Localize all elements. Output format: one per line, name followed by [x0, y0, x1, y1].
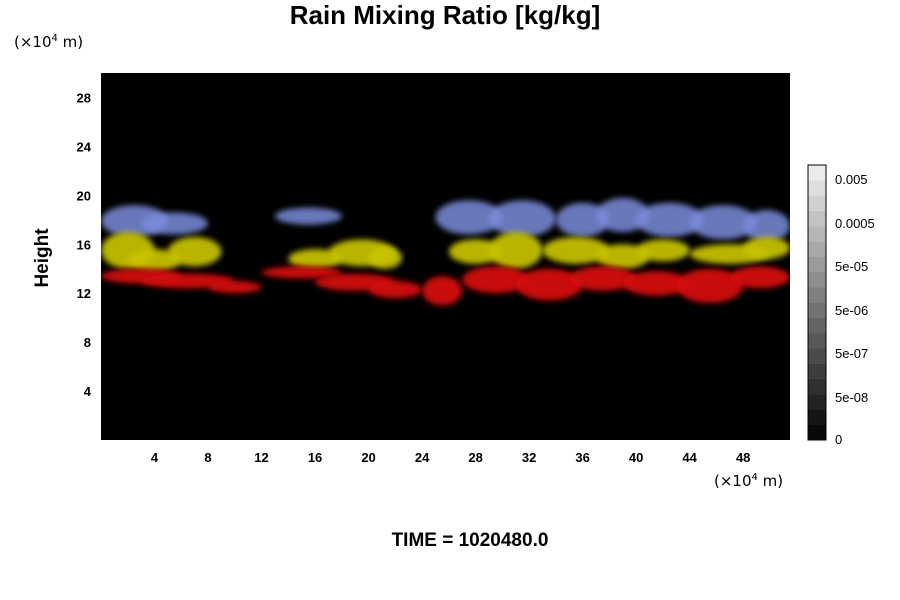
time-label: TIME = 1020480.0	[391, 530, 549, 551]
colorbar-frame	[807, 164, 827, 441]
colorbar-segment	[808, 378, 826, 395]
yellow-cloud-blob	[368, 246, 403, 269]
blue-cloud-blob	[141, 212, 209, 235]
yellow-cloud-blob	[636, 239, 690, 262]
colorbar-segment	[808, 287, 826, 303]
colorbar-segment	[808, 424, 826, 441]
colorbar-label: 0.0005	[835, 216, 875, 231]
colorbar-segment	[808, 210, 826, 227]
yellow-cloud-blob	[743, 236, 790, 259]
red-cloud-blob	[462, 266, 530, 294]
colorbar-label: 0	[835, 432, 842, 447]
blue-cloud-blob	[435, 200, 503, 235]
colorbar-segment	[808, 271, 826, 288]
blue-cloud-blob	[743, 210, 790, 242]
yellow-cloud-blob	[448, 239, 503, 264]
blue-cloud-blob	[274, 207, 342, 225]
colorbar-segment	[808, 317, 826, 334]
colorbar-segment	[808, 165, 826, 181]
colorbar-label: 5e-06	[835, 303, 868, 318]
red-cloud-blob	[676, 268, 744, 303]
y-axis-unit: (×104 m)	[14, 33, 84, 51]
colorbar-segment	[808, 363, 826, 380]
colorbar-segment	[808, 333, 826, 349]
red-cloud-blob	[569, 266, 637, 291]
blue-cloud-blob	[596, 197, 650, 233]
red-cloud-blob	[622, 271, 690, 296]
colorbar-segment	[808, 195, 826, 212]
colorbar-segment	[808, 302, 826, 319]
yellow-cloud-blob	[488, 232, 543, 269]
y-tick-label: 16	[77, 237, 91, 252]
x-tick-label: 20	[361, 450, 375, 465]
red-cloud-blob	[515, 268, 583, 301]
rain-field	[101, 197, 790, 306]
colorbar-label: 5e-07	[835, 346, 868, 361]
colorbar-segment	[808, 226, 826, 242]
colorbar-segment	[808, 348, 826, 364]
x-tick-label: 24	[415, 450, 430, 465]
x-tick-label: 12	[254, 450, 268, 465]
colorbar	[807, 164, 827, 441]
colorbar-segment	[808, 241, 826, 257]
y-tick-label: 8	[84, 335, 91, 350]
y-tick-label: 24	[77, 139, 92, 154]
x-tick-label: 32	[522, 450, 536, 465]
x-tick-label: 8	[204, 450, 211, 465]
blue-cloud-blob	[555, 202, 610, 237]
blue-cloud-blob	[488, 200, 556, 237]
y-tick-label: 12	[77, 286, 91, 301]
red-cloud-blob	[729, 266, 790, 289]
x-axis-ticks: 4 8 12 16 20 24 28 32 36 40 44 48	[151, 450, 751, 465]
red-cloud-blob	[422, 276, 463, 306]
blue-cloud-blob	[689, 205, 757, 240]
red-cloud-blob	[208, 280, 262, 294]
y-tick-label: 28	[77, 90, 91, 105]
yellow-cloud-blob	[127, 249, 182, 272]
x-tick-label: 16	[308, 450, 322, 465]
yellow-cloud-blob	[288, 249, 342, 269]
yellow-cloud-blob	[542, 236, 610, 264]
x-tick-label: 44	[682, 450, 697, 465]
red-cloud-blob	[368, 280, 423, 299]
colorbar-segment	[808, 409, 826, 426]
colorbar-labels: 0.005 0.0005 5e-05 5e-06 5e-07 5e-08 0	[835, 172, 875, 447]
yellow-cloud-blob	[167, 236, 222, 267]
blue-cloud-blob	[636, 202, 704, 237]
colorbar-label: 5e-05	[835, 259, 868, 274]
y-axis-ticks: 4 8 12 16 20 24 28	[77, 90, 92, 399]
x-tick-label: 48	[736, 450, 750, 465]
chart-title: Rain Mixing Ratio [kg/kg]	[289, 0, 601, 30]
y-tick-label: 4	[84, 384, 92, 399]
x-tick-label: 36	[575, 450, 589, 465]
colorbar-label: 0.005	[835, 172, 868, 187]
y-tick-label: 20	[77, 188, 91, 203]
colorbar-label: 5e-08	[835, 390, 868, 405]
x-tick-label: 28	[468, 450, 482, 465]
colorbar-segment	[808, 394, 826, 410]
x-tick-label: 40	[629, 450, 643, 465]
colorbar-segment	[808, 256, 826, 273]
x-tick-label: 4	[151, 450, 159, 465]
colorbar-segment	[808, 180, 826, 196]
red-cloud-blob	[261, 266, 342, 279]
x-axis-unit: (×104 m)	[714, 472, 784, 490]
